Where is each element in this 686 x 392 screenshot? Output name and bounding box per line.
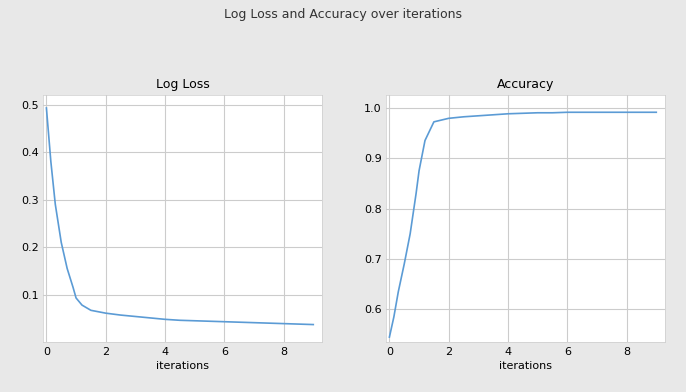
X-axis label: iterations: iterations [156,361,209,371]
Text: Log Loss and Accuracy over iterations: Log Loss and Accuracy over iterations [224,8,462,21]
X-axis label: iterations: iterations [499,361,552,371]
Title: Accuracy: Accuracy [497,78,554,91]
Title: Log Loss: Log Loss [156,78,210,91]
